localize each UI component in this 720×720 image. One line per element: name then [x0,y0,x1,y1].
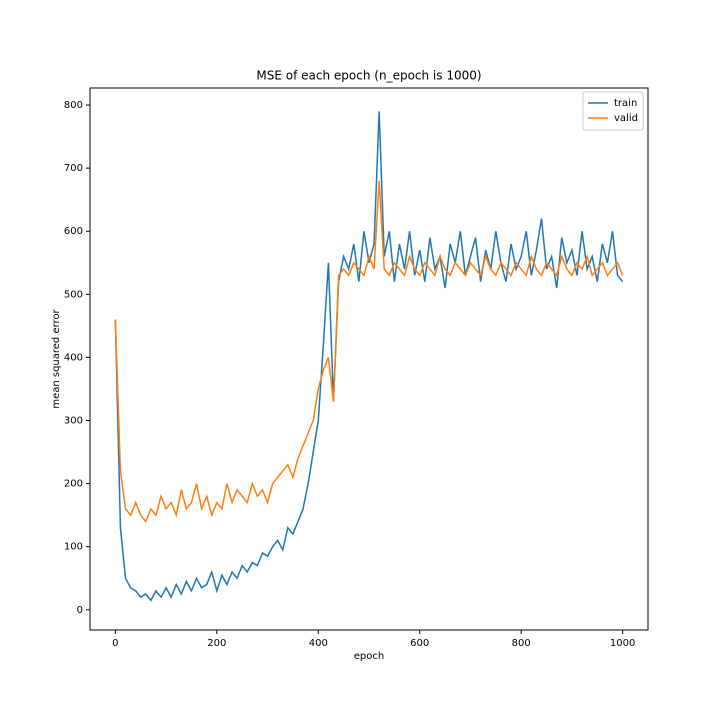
y-tick-label: 200 [64,479,83,490]
x-tick-label: 400 [309,638,328,649]
y-tick-label: 100 [64,542,83,553]
y-tick-label: 700 [64,163,83,174]
x-tick-label: 200 [207,638,226,649]
y-tick-label: 500 [64,289,83,300]
x-tick-label: 1000 [610,638,635,649]
plot-frame [89,87,649,631]
x-axis-label: epoch [354,651,384,662]
y-tick-label: 600 [64,226,83,237]
line-series [114,180,624,523]
legend-label: valid [614,113,638,124]
y-axis-label: mean squared error [51,308,62,408]
legend-label: train [614,98,637,109]
line-series [114,111,624,602]
x-tick-label: 0 [112,638,118,649]
y-tick-label: 0 [77,605,83,616]
y-tick-label: 400 [64,352,83,363]
legend-box [582,91,644,131]
y-tick-label: 800 [64,100,83,111]
x-tick-label: 600 [410,638,429,649]
chart-title: MSE of each epoch (n_epoch is 1000) [256,69,481,83]
x-tick-label: 800 [512,638,531,649]
y-tick-label: 300 [64,416,83,427]
